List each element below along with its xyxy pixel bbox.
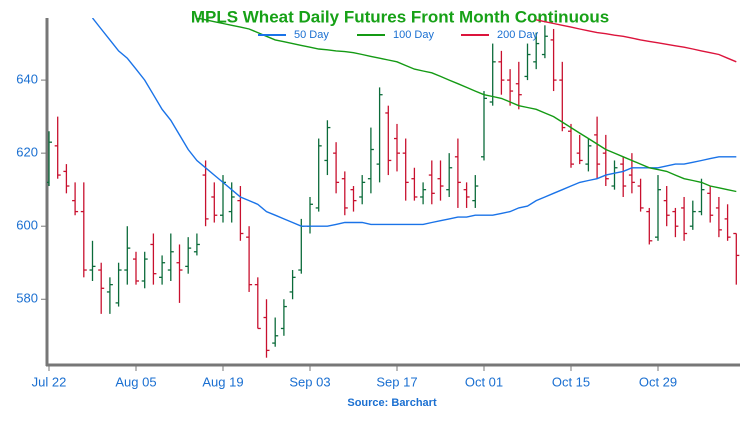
- y-tick-label: 620: [16, 145, 38, 160]
- ohlc-bar: [550, 28, 557, 92]
- y-tick-label: 640: [16, 72, 38, 87]
- legend-label: 100 Day: [393, 29, 434, 41]
- ohlc-bar: [446, 153, 453, 197]
- plot: [47, 18, 740, 358]
- y-tick-label: 600: [16, 218, 38, 233]
- ohlc-bar: [280, 299, 287, 336]
- x-tick-label: Aug 19: [202, 374, 243, 389]
- ohlc-bar: [594, 116, 601, 179]
- ohlc-bar: [463, 182, 470, 208]
- ohlc-bar: [524, 43, 531, 81]
- ohlc-bar: [541, 25, 548, 59]
- ohlc-bar: [663, 186, 670, 227]
- ohlc-bar: [507, 69, 514, 106]
- ohlc-bar: [211, 182, 218, 223]
- ohlc-bar: [176, 244, 183, 303]
- moving-average: [91, 18, 737, 227]
- ohlc-bar: [54, 116, 61, 179]
- ohlc-bar: [367, 127, 374, 194]
- ohlc-bar: [237, 186, 244, 241]
- moving-average: [196, 18, 737, 193]
- ohlc-bar: [185, 237, 192, 274]
- ohlc-bar: [350, 186, 357, 212]
- ohlc-bar: [576, 134, 583, 165]
- ohlc-bar: [428, 160, 435, 205]
- ohlc-bar: [585, 138, 592, 172]
- chart-title: MPLS Wheat Daily Futures Front Month Con…: [191, 7, 609, 26]
- ohlc-bar: [315, 138, 322, 212]
- ohlc-bar: [559, 61, 566, 132]
- ohlc-bar: [124, 226, 131, 285]
- ohlc-bar: [359, 175, 366, 205]
- ohlc-bar: [98, 262, 105, 314]
- ohlc-bar: [515, 61, 522, 110]
- ohlc-bar: [672, 207, 679, 238]
- ohlc-bar: [376, 87, 383, 183]
- ohlc-bar: [394, 123, 400, 172]
- x-tick-label: Sep 17: [376, 374, 417, 389]
- ohlc-bar: [646, 207, 653, 245]
- ohlc-bar: [289, 270, 296, 300]
- ohlc-bar: [724, 204, 731, 241]
- ohlc-bar: [402, 138, 409, 201]
- ohlc-bar: [333, 142, 340, 194]
- y-tick-label: 580: [16, 291, 38, 306]
- ohlc-bar: [89, 240, 96, 281]
- ohlc-bar: [72, 182, 79, 216]
- ohlc-bar: [437, 160, 444, 201]
- ohlc-bar: [141, 251, 148, 289]
- ohlc-bar: [420, 182, 427, 205]
- legend-label: 50 Day: [294, 29, 329, 41]
- ohlc-bar: [272, 317, 279, 347]
- ohlc-bar: [481, 91, 487, 161]
- ohlc-bar: [246, 226, 253, 292]
- ohlc-bar: [472, 175, 479, 208]
- ohlc-bar: [489, 43, 496, 106]
- ohlc-bar: [411, 167, 418, 201]
- x-tick-label: Oct 29: [639, 374, 677, 389]
- ohlc-bar: [254, 277, 261, 330]
- ohlc-bar: [106, 277, 113, 314]
- ohlc-bar: [202, 160, 209, 227]
- ohlc-bar: [80, 182, 87, 278]
- ohlc-bar: [324, 120, 331, 176]
- x-tick-label: Oct 01: [465, 374, 503, 389]
- ohlc-bar: [159, 255, 166, 285]
- ohlc-bar: [298, 218, 305, 274]
- legend-label: 200 Day: [497, 29, 538, 41]
- ohlc-bar: [655, 175, 661, 241]
- ohlc-bar: [733, 232, 740, 285]
- x-tick-label: Jul 22: [32, 374, 67, 389]
- x-tick-label: Sep 03: [289, 374, 330, 389]
- moving-average: [536, 19, 737, 63]
- x-tick-label: Oct 15: [552, 374, 590, 389]
- ohlc-bar: [115, 262, 122, 307]
- ohlc-bar: [498, 50, 505, 95]
- ohlc-bar: [307, 196, 313, 234]
- ohlc-bar: [698, 178, 705, 216]
- ohlc-bar: [454, 138, 461, 208]
- ohlc-bar: [150, 233, 157, 285]
- ohlc-bar: [63, 164, 70, 194]
- ohlc-bar: [167, 233, 174, 281]
- ohlc-bar: [133, 251, 139, 285]
- ohlc-bar: [385, 105, 392, 176]
- ohlc-bar: [611, 160, 618, 190]
- ohlc-bar: [620, 156, 627, 197]
- ohlc-bar: [707, 186, 714, 223]
- ohlc-bar: [568, 123, 574, 168]
- ohlc-bar: [602, 134, 609, 187]
- ohlc-bar: [533, 32, 540, 70]
- ohlc-bar: [47, 131, 52, 187]
- ohlc-bar: [689, 200, 696, 230]
- ohlc-bar: [263, 299, 270, 358]
- ohlc-bar: [681, 196, 688, 241]
- ohlc-bar: [637, 178, 644, 212]
- source: Source: Barchart: [347, 397, 437, 409]
- ohlc-bar: [193, 233, 200, 256]
- ohlc-bar: [341, 171, 348, 216]
- ohlc-bar: [715, 196, 722, 238]
- x-tick-label: Aug 05: [115, 374, 156, 389]
